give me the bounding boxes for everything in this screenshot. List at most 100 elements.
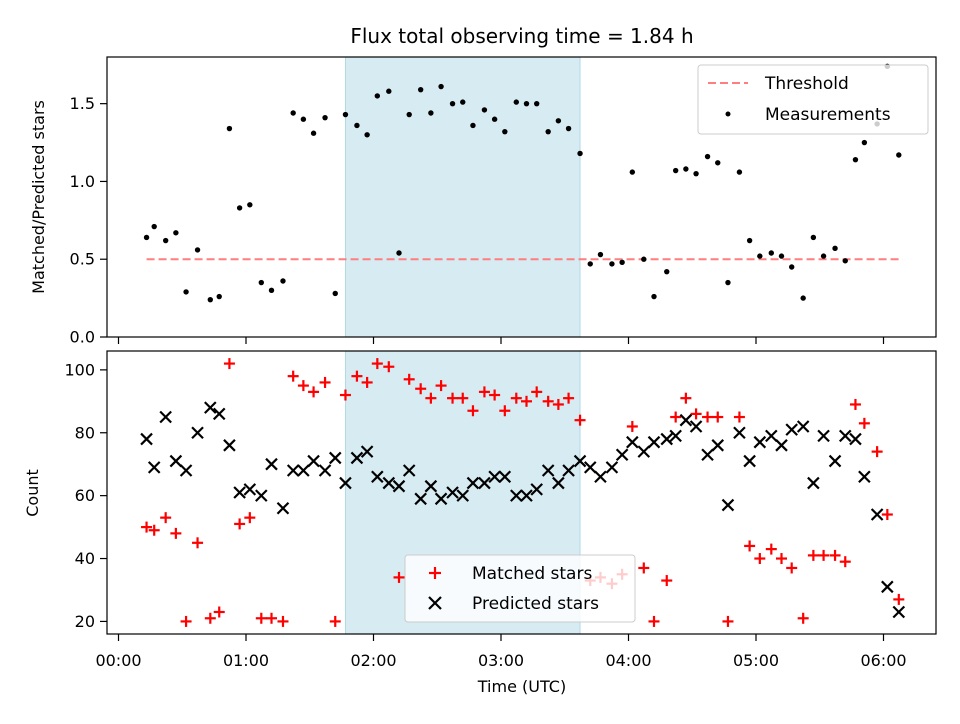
measurement-point	[428, 110, 434, 116]
measurement-point	[449, 100, 456, 107]
measurement-point	[386, 88, 392, 94]
matched-star-point	[244, 512, 256, 524]
matched-star-point	[266, 612, 277, 624]
predicted-legend-label: Predicted stars	[472, 594, 599, 614]
measurement-point	[725, 279, 731, 286]
predicted-star-point	[223, 439, 236, 452]
predicted-star-point	[626, 435, 639, 449]
predicted-star-point	[456, 489, 470, 502]
measurement-point	[746, 237, 753, 244]
measurement-point	[216, 293, 222, 300]
matched-star-point	[223, 358, 235, 370]
top-y-label: Matched/Predicted stars	[29, 100, 48, 294]
measurement-point	[577, 150, 583, 157]
matched-stars-points	[141, 358, 905, 627]
measurement-point	[565, 125, 572, 132]
predicted-star-point	[446, 486, 459, 499]
predicted-star-point	[669, 429, 682, 443]
measurement-point	[736, 169, 743, 175]
predicted-star-point	[466, 476, 480, 490]
measurement-point	[629, 169, 636, 175]
matched-star-point	[308, 386, 320, 398]
predicted-star-point	[265, 457, 278, 471]
matched-star-point	[702, 411, 714, 423]
matched-star-point	[425, 392, 437, 404]
x-axis-label: Time (UTC)	[477, 677, 566, 696]
measurement-point	[290, 110, 296, 116]
measurement-point	[672, 167, 679, 174]
top-y-tick-label: 0.5	[70, 250, 95, 269]
predicted-star-point	[753, 435, 767, 449]
matched-star-point	[722, 615, 734, 627]
predicted-star-point	[414, 492, 427, 506]
matched-star-point	[574, 414, 586, 426]
measurement-point	[693, 170, 699, 177]
matched-star-point	[435, 380, 447, 392]
measurement-point	[310, 130, 317, 136]
predicted-star-point	[498, 470, 512, 484]
x-tick-label: 03:00	[478, 651, 524, 670]
measurement-point	[374, 93, 381, 99]
predicted-star-point	[140, 432, 153, 446]
matched-star-point	[797, 612, 809, 624]
measurement-point	[683, 166, 689, 172]
measurement-point	[651, 293, 657, 300]
top-plot-frame	[106, 56, 937, 338]
measurement-point	[757, 253, 763, 259]
x-tick-label: 05:00	[733, 651, 779, 670]
matched-star-point	[213, 606, 225, 618]
predicted-star-point	[297, 464, 310, 477]
top-shaded-band	[345, 56, 581, 338]
predicted-star-point	[169, 454, 183, 468]
predicted-star-point	[402, 464, 416, 477]
predicted-star-point	[594, 470, 607, 484]
measurement-point	[861, 139, 868, 146]
measurement-point	[545, 128, 551, 135]
top-legend: Threshold Measurements	[697, 64, 929, 135]
measurement-point	[258, 279, 264, 286]
predicted-star-point	[371, 470, 384, 484]
matched-star-point	[754, 553, 766, 565]
matched-star-point	[542, 395, 554, 407]
measurement-point	[491, 116, 498, 122]
measurement-point	[778, 253, 785, 259]
predicted-star-point	[204, 401, 217, 414]
measurements-legend-label: Measurements	[765, 105, 891, 125]
measurement-point	[789, 264, 795, 270]
predicted-star-point	[488, 470, 501, 484]
matched-star-point	[661, 575, 673, 587]
predicted-star-point	[276, 501, 290, 515]
predicted-star-point	[701, 448, 714, 462]
matched-star-point	[361, 376, 373, 388]
bottom-y-tick-label: 40	[75, 549, 95, 568]
matched-star-point	[339, 389, 351, 401]
predicted-star-point	[478, 476, 491, 490]
bottom-x-ticks: 00:00 01:00 02:00 03:00 04:00 05:00 06:00	[95, 634, 907, 670]
matched-star-point	[351, 370, 363, 382]
matched-star-point	[712, 411, 724, 423]
measurement-point	[810, 234, 817, 241]
predicted-star-point	[233, 486, 246, 499]
bottom-panel: 20 40 60 80 100 00:00 01:00 02:00 03:00 04:00 05:…	[23, 350, 937, 696]
matched-star-point	[648, 615, 660, 627]
matched-star-point	[786, 562, 798, 574]
predicted-star-point	[520, 489, 533, 502]
chart-title: Flux total observing time = 1.84 h	[350, 24, 693, 48]
measurement-point	[332, 290, 338, 297]
bottom-y-ticks: 20 40 60 80 100	[64, 360, 107, 631]
measurement-point	[587, 261, 593, 267]
predicted-star-point	[647, 435, 661, 449]
matched-legend-label: Matched stars	[472, 564, 592, 584]
matched-star-point	[204, 612, 216, 624]
matched-legend-marker	[429, 567, 441, 579]
measurement-point	[183, 289, 189, 295]
predicted-star-point	[424, 479, 438, 493]
matched-star-point	[818, 549, 830, 561]
top-panel: 0.0 0.5 1.0 1.5 Matched/Predicted stars Thr…	[29, 56, 937, 347]
matched-star-point	[638, 562, 650, 574]
matched-star-point	[467, 405, 479, 417]
measurement-point	[194, 247, 201, 253]
matched-star-point	[552, 398, 564, 410]
matched-star-point	[160, 512, 172, 524]
measurement-point	[800, 295, 806, 301]
